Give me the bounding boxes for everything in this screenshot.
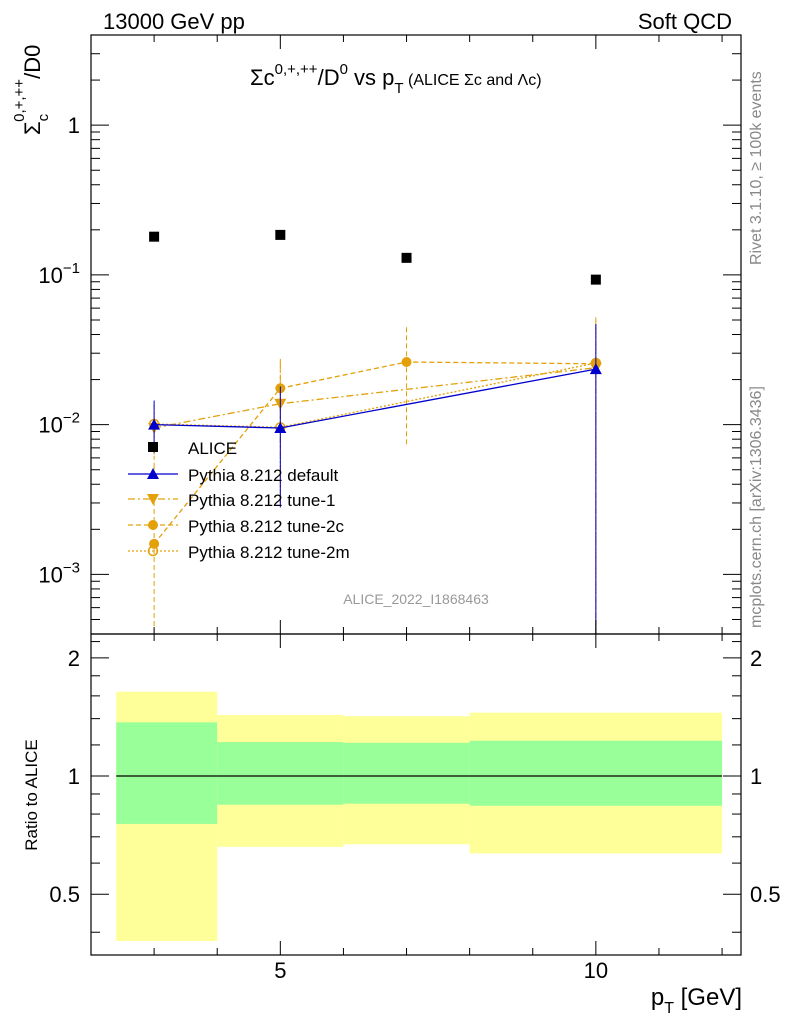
legend-label: Pythia 8.212 tune-2c <box>188 517 344 536</box>
legend-marker <box>147 494 159 505</box>
legend-label: Pythia 8.212 tune-1 <box>188 491 335 510</box>
upper-panel: 110−110−210−3 Σc0,+,++/D0 vs pT (ALICE Σ… <box>11 34 742 635</box>
xlabel-sub: T <box>664 1000 674 1017</box>
legend-entry: Pythia 8.212 tune-1 <box>128 491 335 510</box>
series-line <box>153 367 596 429</box>
ylabel-tail: /D0 <box>20 45 45 79</box>
x-axis-label: pT [GeV] <box>651 984 742 1017</box>
legend-marker <box>148 520 158 530</box>
title-vs: vs p <box>348 65 394 90</box>
title-sup2: 0 <box>340 61 348 78</box>
x-tick-label: 5 <box>274 958 286 983</box>
series-line <box>154 362 596 428</box>
legend-marker <box>148 442 158 452</box>
data-point <box>401 357 412 368</box>
series-square <box>149 229 601 285</box>
ratio-band-inner <box>343 742 470 804</box>
ylabel-base: Σ <box>20 121 45 135</box>
data-point <box>275 229 286 240</box>
ylabel-sup: 0,+,++ <box>11 79 28 122</box>
legend-label: ALICE <box>188 439 237 458</box>
upper-ticks: 1 10−1 10−2 10−3 <box>38 34 741 635</box>
data-point <box>401 252 412 263</box>
ratio-band-inner <box>116 722 218 824</box>
series-line <box>153 361 596 545</box>
ratio-y-label: Ratio to ALICE <box>22 739 41 851</box>
ratio-y-tick-label-right: 2 <box>750 646 762 671</box>
header-right: Soft QCD <box>638 9 732 34</box>
xlabel-base: p <box>651 984 664 1011</box>
upper-plot-area <box>148 229 602 634</box>
ylabel-sub: c <box>35 113 52 121</box>
lower-frame <box>90 633 742 956</box>
x-tick-label: 10 <box>584 958 608 983</box>
series-line <box>154 368 596 429</box>
ratio-y-tick-label: 0.5 <box>49 882 80 907</box>
legend-entry: Pythia 8.212 default <box>128 466 339 485</box>
data-point <box>148 418 161 430</box>
legend-label: Pythia 8.212 tune-2m <box>188 543 350 562</box>
legend-marker <box>147 468 159 479</box>
title-mid: /D <box>318 65 340 90</box>
ratio-y-tick-label-right: 0.5 <box>750 882 781 907</box>
data-point <box>590 274 601 285</box>
ratio-band-inner <box>469 740 723 806</box>
data-point <box>149 231 160 242</box>
legend: ALICE Pythia 8.212 default Pythia 8.212 tu… <box>128 439 350 562</box>
ratio-y-tick-label: 1 <box>68 764 80 789</box>
rivet-label: Rivet 3.1.10, ≥ 100k events <box>748 71 765 265</box>
y-tick-label: 10−1 <box>38 260 80 288</box>
chart-title: Σc0,+,++/D0 vs pT (ALICE Σc and Λc) <box>250 61 542 97</box>
mcplots-label: mcplots.cern.ch [arXiv:1306.3436] <box>748 386 765 628</box>
y-tick-label: 1 <box>68 113 80 138</box>
ratio-plot-area <box>116 691 723 941</box>
title-small: (ALICE Σc and Λc) <box>404 72 542 89</box>
xlabel-unit: [GeV] <box>674 984 742 1011</box>
upper-y-label: Σc 0,+,++/D0 <box>11 45 52 135</box>
lower-ticks: 5 10 0.5 0.5 1 1 2 2 <box>49 634 781 983</box>
analysis-watermark: ALICE_2022_I1868463 <box>343 591 489 607</box>
legend-marker <box>147 545 159 557</box>
header-left: 13000 GeV pp <box>103 9 245 34</box>
legend-entry: Pythia 8.212 tune-2c <box>128 517 344 536</box>
series-triangle-up <box>148 324 602 634</box>
y-tick-label: 10−3 <box>38 559 80 587</box>
ratio-y-tick-label-right: 1 <box>750 764 762 789</box>
title-sup1: 0,+,++ <box>275 61 318 78</box>
data-point <box>589 363 602 375</box>
legend-label: Pythia 8.212 default <box>188 466 339 485</box>
legend-entry: ALICE <box>148 439 237 458</box>
data-point <box>274 421 287 433</box>
legend-entry: Pythia 8.212 tune-2m <box>128 543 350 562</box>
y-tick-label: 10−2 <box>38 410 80 438</box>
ratio-band-inner <box>217 742 344 805</box>
title-main: Σc <box>250 65 275 90</box>
title-sub: T <box>394 80 403 97</box>
lower-panel: 5 10 0.5 0.5 1 1 2 2 Ratio to ALICE pT [GeV] <box>22 633 781 1017</box>
ratio-y-tick-label: 2 <box>68 646 80 671</box>
